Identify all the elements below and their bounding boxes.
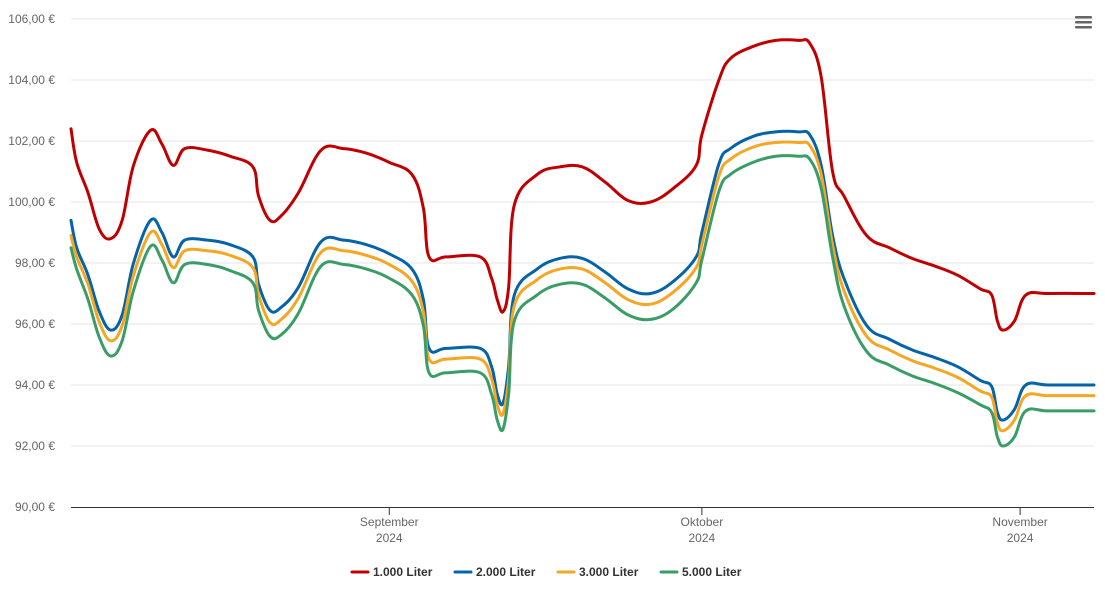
y-axis-tick-labels: 90,00 € 92,00 € 94,00 € 96,00 € 98,00 € 100,0…: [8, 12, 55, 514]
x-tick-label-month: November: [992, 515, 1047, 529]
series-line-2[interactable]: [69, 129, 1096, 422]
legend-label: 2.000 Liter: [476, 565, 536, 579]
y-tick-label: 96,00 €: [15, 317, 55, 331]
y-tick-label: 102,00 €: [8, 134, 55, 148]
legend-item[interactable]: 2.000 Liter: [453, 565, 536, 579]
x-tick-label-year: 2024: [1007, 531, 1034, 545]
legend-label: 5.000 Liter: [682, 565, 742, 579]
y-tick-label: 104,00 €: [8, 73, 55, 87]
legend-label: 3.000 Liter: [579, 565, 639, 579]
y-tick-label: 90,00 €: [15, 500, 55, 514]
y-tick-label: 106,00 €: [8, 12, 55, 26]
series-lines: [69, 38, 1096, 448]
y-tick-label: 98,00 €: [15, 256, 55, 270]
y-tick-label: 92,00 €: [15, 439, 55, 453]
x-tick-label-month: Oktober: [681, 515, 724, 529]
legend-label: 1.000 Liter: [373, 565, 433, 579]
legend-item[interactable]: 5.000 Liter: [659, 565, 742, 579]
series-line-3[interactable]: [69, 140, 1096, 433]
legend[interactable]: 1.000 Liter 2.000 Liter 3.000 Liter 5.000 L…: [350, 565, 742, 579]
gridlines: [71, 18, 1094, 447]
x-tick-label-month: September: [360, 515, 419, 529]
x-tick-label-year: 2024: [688, 531, 715, 545]
series-line-4[interactable]: [69, 154, 1096, 448]
y-tick-label: 100,00 €: [8, 195, 55, 209]
series-line-1[interactable]: [69, 38, 1096, 332]
legend-item[interactable]: 1.000 Liter: [350, 565, 433, 579]
x-axis: September 2024 Oktober 2024 November 2024: [71, 507, 1094, 545]
chart-menu-icon[interactable]: [1075, 15, 1092, 29]
y-tick-label: 94,00 €: [15, 378, 55, 392]
legend-item[interactable]: 3.000 Liter: [556, 565, 639, 579]
x-tick-label-year: 2024: [376, 531, 403, 545]
